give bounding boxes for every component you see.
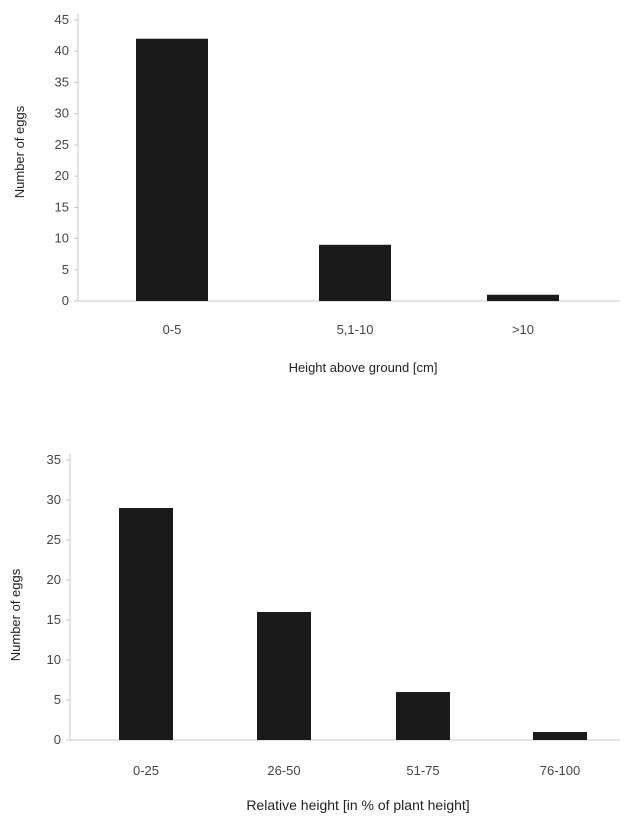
y-tick-label: 20 <box>55 168 69 183</box>
bar <box>396 692 450 740</box>
x-axis-title: Height above ground [cm] <box>289 360 438 375</box>
y-axis-title: Number of eggs <box>8 568 23 661</box>
y-tick-label: 15 <box>55 199 69 214</box>
plot-area: 0 5 10 15 20 25 30 35 0-25 26-50 51-75 76-100 <box>47 452 620 778</box>
y-tick-label: 30 <box>47 492 61 507</box>
bar <box>119 508 173 740</box>
y-tick-label: 45 <box>55 12 69 27</box>
bar <box>487 294 559 301</box>
y-tick-label: 20 <box>47 572 61 587</box>
y-tick-label: 10 <box>47 652 61 667</box>
y-tick-label: 10 <box>55 231 69 246</box>
plot-area: 0 5 10 15 20 25 30 35 40 45 0-5 5,1-10 >10 <box>55 12 620 337</box>
egg-height-chart-svg: 0 5 10 15 20 25 30 35 40 45 0-5 5,1-10 >10 Height ab… <box>12 12 620 375</box>
x-tick-label: 51-75 <box>406 763 439 778</box>
relative-height-chart: 0 5 10 15 20 25 30 35 0-25 26-50 51-75 76-100 Relat… <box>0 440 628 817</box>
relative-height-chart-svg: 0 5 10 15 20 25 30 35 0-25 26-50 51-75 76-100 Relat… <box>8 452 620 813</box>
y-tick-label: 5 <box>62 262 69 277</box>
bar <box>136 38 208 301</box>
egg-height-chart: 0 5 10 15 20 25 30 35 40 45 0-5 5,1-10 >10 Height ab… <box>0 0 628 395</box>
x-tick-label: >10 <box>512 322 534 337</box>
x-tick-label: 5,1-10 <box>337 322 374 337</box>
y-axis-title: Number of eggs <box>12 105 27 198</box>
x-tick-label: 0-25 <box>133 763 159 778</box>
y-tick-label: 25 <box>47 532 61 547</box>
y-tick-label: 15 <box>47 612 61 627</box>
x-tick-label: 26-50 <box>267 763 300 778</box>
x-axis-title: Relative height [in % of plant height] <box>246 797 469 813</box>
y-tick-label: 35 <box>55 74 69 89</box>
x-tick-label: 76-100 <box>540 763 580 778</box>
y-tick-label: 0 <box>54 732 61 747</box>
bar <box>319 244 391 301</box>
bar <box>533 732 587 740</box>
bar <box>257 612 311 740</box>
y-tick-label: 5 <box>54 692 61 707</box>
x-tick-label: 0-5 <box>163 322 182 337</box>
y-tick-label: 30 <box>55 106 69 121</box>
y-tick-label: 40 <box>55 43 69 58</box>
y-tick-label: 25 <box>55 137 69 152</box>
y-tick-label: 35 <box>47 452 61 467</box>
y-tick-label: 0 <box>62 293 69 308</box>
